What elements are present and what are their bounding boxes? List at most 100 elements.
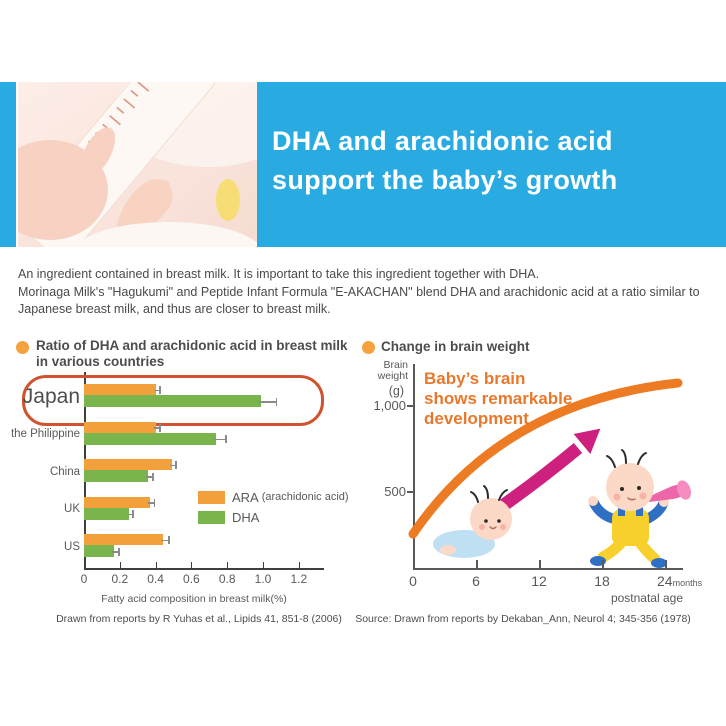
- ara-color-swatch: [198, 490, 225, 504]
- x-tick-label: 0.4: [147, 572, 164, 586]
- x-tick-label: 1.2: [290, 572, 308, 586]
- y-axis-label-line1: Brain: [383, 359, 408, 371]
- y-tick-1000: 1,000: [373, 398, 406, 413]
- bar-ara-us: [84, 534, 163, 545]
- y-axis-unit: (g): [388, 384, 404, 398]
- error-bar-cap: [225, 435, 227, 443]
- x-tick-mark: [665, 560, 667, 568]
- bar-ara-the-philippine: [84, 421, 156, 433]
- banner-left-stripe: [0, 82, 16, 247]
- page-title: DHA and arachidonic acid support the bab…: [272, 122, 618, 200]
- x-unit-label: months: [672, 578, 703, 588]
- y-axis-label: Brain weight: [360, 360, 408, 382]
- error-bar-cap: [175, 461, 177, 469]
- bar-chart-x-axis: [84, 568, 324, 570]
- x-tick-mark: [84, 562, 85, 568]
- growth-arrow-head-icon: [573, 428, 601, 454]
- error-bar-cap: [132, 510, 134, 518]
- error-bar: [169, 464, 176, 466]
- error-bar: [146, 476, 153, 478]
- error-bar-cap: [152, 472, 154, 481]
- error-bar-cap: [159, 423, 161, 432]
- x-tick-mark: [227, 562, 229, 568]
- annotation-line3: development: [424, 409, 529, 428]
- x-tick-label: 24months: [657, 573, 703, 589]
- error-bar-cap: [159, 386, 161, 394]
- right-section-bullet-icon: [362, 341, 375, 354]
- bottle-cap-shape: [216, 179, 240, 221]
- error-bar: [153, 389, 160, 391]
- page-title-line1: DHA and arachidonic acid: [272, 126, 613, 156]
- intro-line2: Morinaga Milk's "Hagukumi" and Peptide I…: [18, 284, 700, 299]
- x-tick-mark: [476, 560, 478, 568]
- error-bar: [214, 438, 226, 440]
- x-tick-label: 0.8: [218, 572, 236, 586]
- bar-chart-legend: ARA (arachidonic acid) DHA: [198, 487, 349, 527]
- bar-dha-china: [84, 470, 149, 482]
- x-tick-label: 0.6: [183, 572, 200, 586]
- y-tick-mark-500: [407, 491, 414, 493]
- x-tick-mark: [602, 560, 604, 568]
- growth-curve: [408, 378, 683, 539]
- dha-color-swatch: [198, 510, 225, 524]
- adult-finger-shape: [80, 127, 116, 177]
- error-bar: [153, 427, 160, 429]
- bar-dha-the-philippine: [84, 432, 217, 445]
- error-bar-cap: [118, 547, 120, 556]
- baby-hand-shape: [158, 180, 170, 192]
- category-label-japan: Japan: [22, 384, 80, 408]
- line-chart-x-axis: [413, 568, 683, 570]
- right-chart-source: Source: Drawn from reports by Dekaban_An…: [355, 613, 691, 625]
- category-label-us: US: [64, 540, 80, 553]
- bar-dha-uk: [84, 507, 129, 520]
- left-section-bullet-icon: [16, 341, 29, 354]
- legend-dha-label: DHA: [232, 509, 260, 525]
- x-tick-label: 12: [531, 573, 547, 589]
- crawling-baby-illustration: [433, 485, 512, 558]
- header-banner: DHA and arachidonic acid support the bab…: [257, 82, 726, 247]
- line-chart-y-axis: [413, 364, 415, 569]
- bar-dha-us: [84, 545, 115, 557]
- bar-chart-ratio: Fatty acid composition in breast milk(%)…: [11, 372, 354, 623]
- annotation-line2: shows remarkable: [424, 389, 573, 408]
- category-label-china: China: [49, 465, 80, 478]
- x-tick-mark: [119, 562, 121, 568]
- y-tick-500: 500: [384, 484, 406, 499]
- x-tick-mark: [155, 562, 157, 568]
- error-bar: [126, 513, 133, 515]
- error-bar: [148, 502, 154, 504]
- baby-bottle-photo-art: [18, 82, 257, 247]
- bar-dha-japan: [84, 395, 262, 407]
- x-tick-mark: [263, 562, 264, 568]
- left-chart-title: Ratio of DHA and arachidonic acid in bre…: [36, 338, 348, 370]
- error-bar: [160, 539, 169, 541]
- x-tick-label: 1.0: [254, 572, 272, 586]
- left-chart-title-line2: in various countries: [36, 354, 165, 369]
- x-tick-label: 6: [472, 573, 480, 589]
- category-label-uk: UK: [64, 503, 80, 515]
- left-chart-source: Drawn from reports by R Yuhas et al., Li…: [56, 613, 342, 625]
- intro-text: An ingredient contained in breast milk. …: [18, 266, 718, 319]
- bar-ara-uk: [84, 496, 151, 508]
- line-chart-drawing: [408, 378, 692, 568]
- category-label-the-philippine: the Philippine: [10, 428, 80, 440]
- x-tick-mark: [539, 560, 541, 568]
- bar-chart-x-axis-label: Fatty acid composition in breast milk(%): [101, 593, 287, 605]
- toy-horn-icon: [648, 480, 692, 502]
- jumping-toddler-illustration: [588, 449, 692, 568]
- error-bar: [259, 401, 276, 403]
- error-bar-cap: [168, 536, 170, 544]
- x-tick-mark: [191, 562, 193, 568]
- x-tick-label: 18: [594, 573, 610, 589]
- legend-row-ara: ARA (arachidonic acid): [198, 487, 349, 507]
- legend-ara-label: ARA: [232, 489, 259, 505]
- intro-line1: An ingredient contained in breast milk. …: [18, 267, 540, 281]
- legend-ara-note: (arachidonic acid): [261, 491, 349, 503]
- error-bar-cap: [275, 397, 278, 406]
- baby-bottle-photo: [18, 82, 257, 247]
- x-tick-mark: [298, 562, 300, 568]
- line-chart-brain-weight: Brain weight (g) 1,000 500 postnatal age…: [360, 356, 726, 636]
- error-bar-cap: [153, 498, 156, 507]
- legend-row-dha: DHA: [198, 507, 349, 527]
- y-axis-label-line2: weight: [377, 370, 408, 382]
